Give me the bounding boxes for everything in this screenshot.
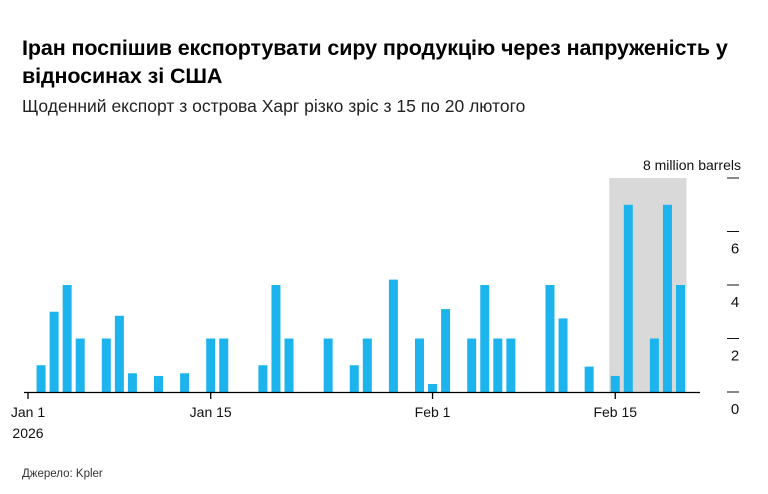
bar-day-8 [114, 315, 124, 392]
x-tick-label-15: Jan 15 [190, 404, 232, 420]
bar-day-38 [506, 338, 516, 392]
bar-day-15 [206, 338, 216, 392]
bar-day-26 [349, 365, 359, 392]
bar-day-46 [610, 375, 620, 392]
x-tick-label-1: Jan 1 [11, 404, 45, 420]
y-tick-label-4: 4 [731, 294, 739, 311]
chart-subtitle: Щоденний експорт з острова Харг різко зр… [22, 96, 526, 116]
bar-day-3 [49, 311, 59, 392]
bar-day-41 [545, 285, 555, 392]
bar-day-51 [676, 285, 685, 392]
bar-day-33 [441, 309, 451, 392]
x-tick-label-32: Feb 1 [415, 404, 451, 420]
x-tick-label-46: Feb 15 [593, 404, 637, 420]
bar-day-47 [623, 204, 633, 392]
bar-day-21 [284, 338, 294, 392]
x-tick-sublabel-1: 2026 [12, 425, 43, 441]
bar-day-27 [362, 338, 372, 392]
bar-day-35 [467, 338, 477, 392]
bar-day-49 [649, 338, 659, 392]
bar-day-13 [180, 373, 190, 392]
bar-day-32 [428, 383, 438, 392]
chart-title: Іран поспішив експортувати сиру продукці… [22, 36, 728, 88]
y-tick-label-6: 6 [731, 241, 739, 258]
bar-day-20 [271, 285, 281, 392]
y-unit-label: 8 million barrels [643, 157, 741, 173]
bar-day-37 [493, 338, 503, 392]
bar-day-7 [101, 338, 111, 392]
y-tick-label-0: 0 [731, 401, 739, 418]
bar-day-42 [558, 318, 568, 392]
y-tick-label-2: 2 [731, 348, 739, 365]
bar-day-19 [258, 365, 268, 392]
bar-day-24 [323, 338, 333, 392]
bar-day-5 [75, 338, 85, 392]
bar-day-4 [62, 285, 72, 392]
source-note: Джерело: Kpler [22, 468, 103, 480]
bar-day-36 [480, 285, 490, 392]
bar-day-50 [662, 204, 672, 392]
bar-day-11 [154, 375, 163, 392]
bar-day-29 [388, 279, 398, 392]
bar-day-44 [584, 366, 594, 392]
bar-day-9 [127, 373, 137, 392]
bar-day-31 [415, 338, 424, 392]
bar-day-2 [36, 365, 46, 392]
bar-day-16 [219, 338, 229, 392]
highlight-band [609, 178, 687, 392]
